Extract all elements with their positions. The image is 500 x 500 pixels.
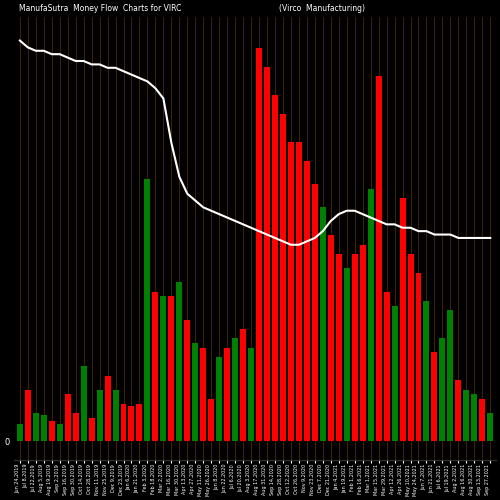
- Bar: [224, 348, 230, 441]
- Bar: [480, 399, 486, 441]
- Bar: [360, 245, 366, 441]
- Bar: [336, 254, 342, 441]
- Bar: [472, 394, 478, 441]
- Bar: [352, 254, 358, 441]
- Bar: [56, 424, 62, 441]
- Bar: [264, 67, 270, 441]
- Bar: [288, 142, 294, 441]
- Bar: [304, 160, 310, 441]
- Bar: [200, 348, 206, 441]
- Text: ManufaSutra  Money Flow  Charts for VIRC: ManufaSutra Money Flow Charts for VIRC: [19, 4, 182, 13]
- Bar: [464, 390, 469, 441]
- Bar: [88, 418, 94, 441]
- Bar: [216, 357, 222, 441]
- Bar: [344, 268, 350, 441]
- Bar: [41, 415, 47, 441]
- Bar: [312, 184, 318, 441]
- Bar: [96, 390, 102, 441]
- Bar: [384, 292, 390, 441]
- Bar: [128, 406, 134, 441]
- Bar: [408, 254, 414, 441]
- Bar: [296, 142, 302, 441]
- Bar: [72, 413, 78, 441]
- Bar: [368, 188, 374, 441]
- Bar: [17, 424, 23, 441]
- Bar: [160, 296, 166, 441]
- Bar: [280, 114, 286, 441]
- Bar: [152, 292, 158, 441]
- Bar: [176, 282, 182, 441]
- Bar: [232, 338, 238, 441]
- Bar: [168, 296, 174, 441]
- Bar: [416, 273, 422, 441]
- Bar: [456, 380, 462, 441]
- Bar: [256, 48, 262, 441]
- Bar: [400, 198, 406, 441]
- Bar: [64, 394, 70, 441]
- Bar: [208, 399, 214, 441]
- Bar: [240, 329, 246, 441]
- Bar: [192, 343, 198, 441]
- Bar: [440, 338, 446, 441]
- Bar: [104, 376, 110, 441]
- Bar: [424, 301, 430, 441]
- Bar: [488, 413, 493, 441]
- Bar: [120, 404, 126, 441]
- Bar: [112, 390, 118, 441]
- Text: (Virco  Manufacturing): (Virco Manufacturing): [279, 4, 365, 13]
- Bar: [49, 420, 54, 441]
- Bar: [392, 306, 398, 441]
- Bar: [320, 208, 326, 441]
- Bar: [272, 95, 278, 441]
- Bar: [184, 320, 190, 441]
- Bar: [144, 180, 150, 441]
- Bar: [328, 236, 334, 441]
- Bar: [248, 348, 254, 441]
- Bar: [33, 413, 39, 441]
- Bar: [432, 352, 438, 441]
- Bar: [448, 310, 454, 441]
- Bar: [136, 404, 142, 441]
- Bar: [80, 366, 86, 441]
- Bar: [376, 76, 382, 441]
- Bar: [25, 390, 31, 441]
